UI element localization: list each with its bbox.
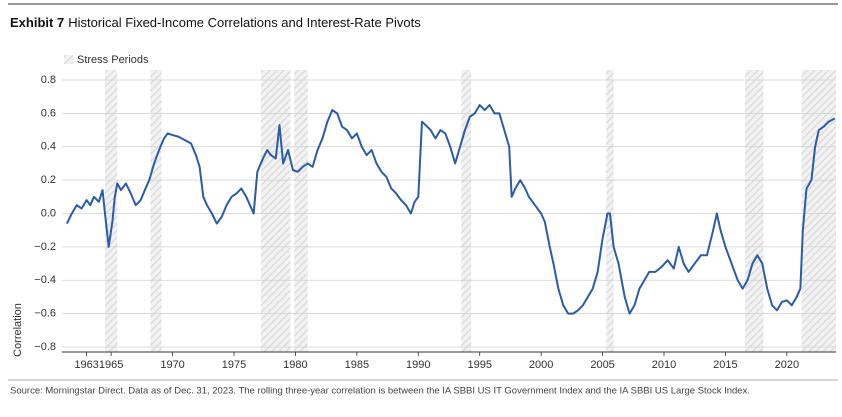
- x-tick-label: 2000: [529, 359, 553, 371]
- stress-band: [294, 70, 308, 352]
- x-tick-label: 2010: [652, 359, 676, 371]
- stress-band: [745, 70, 764, 352]
- series-line: [66, 104, 836, 315]
- y-tick-label: −0.4: [34, 274, 56, 286]
- x-tick-label: 1965: [99, 359, 123, 371]
- source-note: Source: Morningstar Direct. Data as of D…: [10, 386, 750, 397]
- x-tick-label: 1975: [222, 359, 246, 371]
- legend-label: Stress Periods: [77, 54, 149, 66]
- x-tick-label: 1970: [160, 359, 184, 371]
- y-tick-label: 0.2: [41, 174, 56, 186]
- chart-title: Exhibit 7 Historical Fixed-Income Correla…: [10, 15, 421, 30]
- y-tick-label: 0.8: [41, 74, 56, 86]
- title-text: Historical Fixed-Income Correlations and…: [68, 15, 421, 30]
- x-tick-label: 1963: [74, 359, 98, 371]
- legend-swatch: [64, 55, 73, 64]
- title-bold: Exhibit 7: [10, 15, 64, 30]
- y-tick-label: 0.6: [41, 107, 56, 119]
- x-tick-label: 1990: [406, 359, 430, 371]
- x-tick-label: 1985: [345, 359, 369, 371]
- stress-band: [801, 70, 836, 352]
- y-tick-label: 0.0: [41, 207, 56, 219]
- x-tick-label: 1980: [283, 359, 307, 371]
- stress-band: [150, 70, 162, 352]
- y-tick-label: −0.6: [34, 308, 56, 320]
- y-tick-label: 0.4: [41, 141, 56, 153]
- y-tick-label: −0.2: [34, 241, 56, 253]
- stress-band: [105, 70, 118, 352]
- y-tick-label: −0.8: [34, 341, 56, 353]
- y-axis-label: Correlation: [12, 303, 24, 357]
- x-tick-label: 2015: [713, 359, 737, 371]
- stress-band: [606, 70, 614, 352]
- x-tick-label: 2005: [590, 359, 614, 371]
- x-tick-label: 1995: [467, 359, 491, 371]
- stress-band: [461, 70, 472, 352]
- stress-band: [261, 70, 291, 352]
- x-tick-label: 2020: [775, 359, 799, 371]
